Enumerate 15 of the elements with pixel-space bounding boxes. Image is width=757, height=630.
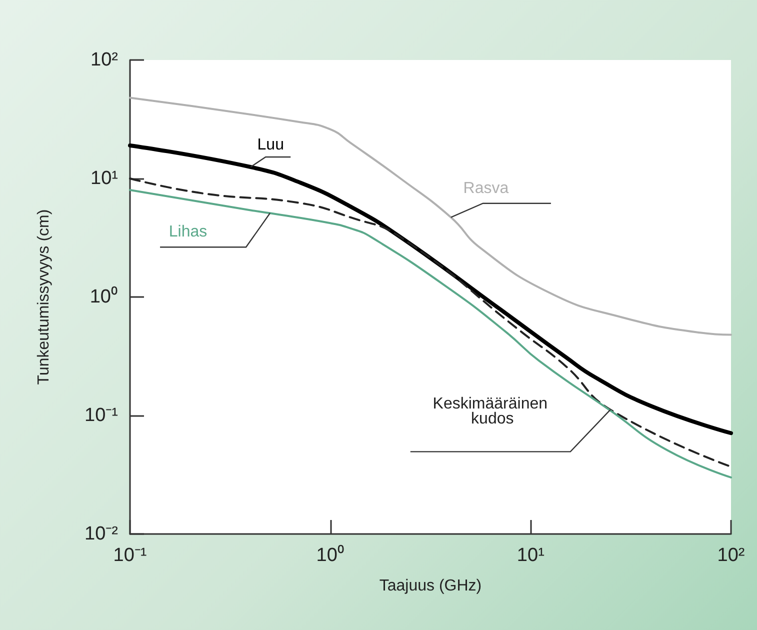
x-tick-label: 10¹ — [516, 545, 544, 566]
y-tick-label: 10⁻¹ — [84, 405, 118, 426]
y-axis-title: Tunkeutumissyvyys (cm) — [36, 209, 52, 385]
x-axis-title: Taajuus (GHz) — [379, 578, 482, 594]
x-tick-label: 10² — [717, 545, 745, 566]
x-tick-label: 10⁰ — [316, 544, 344, 566]
y-tick-label: 10⁰ — [90, 286, 118, 308]
y-tick-label: 10⁻² — [84, 524, 118, 544]
y-tick-label: 10¹ — [90, 168, 118, 189]
x-tick-label: 10⁻¹ — [113, 545, 147, 566]
series-label: Lihas — [168, 224, 208, 241]
y-tick-label: 10² — [90, 50, 118, 70]
series-label: Rasva — [463, 180, 509, 197]
series-label: Luu — [257, 136, 284, 154]
text: Keskimääräinen kudos — [432, 396, 552, 428]
